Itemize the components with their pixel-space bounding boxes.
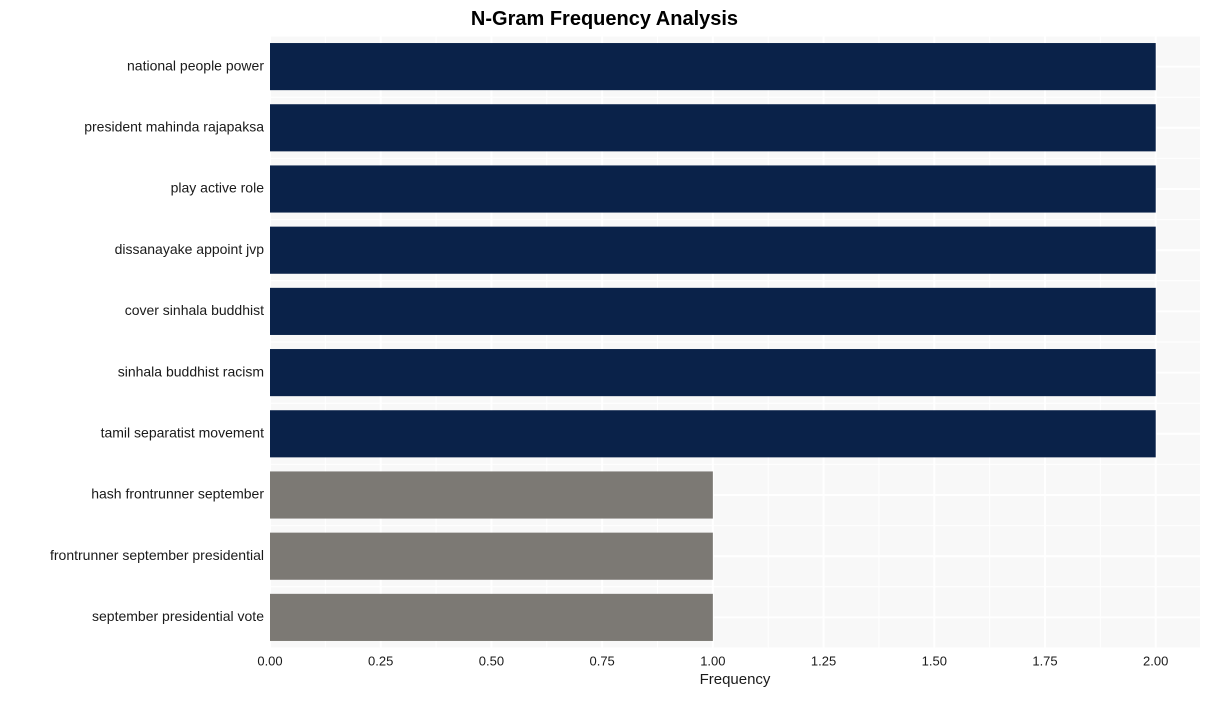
x-axis-title: Frequency: [700, 671, 771, 688]
bar: [270, 227, 1156, 274]
y-category-label: cover sinhala buddhist: [125, 302, 264, 318]
y-category-label: hash frontrunner september: [91, 486, 264, 502]
bar: [270, 165, 1156, 212]
bar: [270, 471, 713, 518]
y-category-label: play active role: [171, 180, 265, 196]
bar: [270, 104, 1156, 151]
y-category-label: sinhala buddhist racism: [118, 363, 264, 379]
y-category-label: president mahinda rajapaksa: [84, 119, 264, 135]
y-category-label: national people power: [127, 57, 264, 73]
y-category-label: frontrunner september presidential: [50, 547, 264, 563]
x-tick-label: 0.75: [589, 654, 614, 669]
bar: [270, 288, 1156, 335]
x-tick-label: 1.50: [922, 654, 947, 669]
y-category-label: september presidential vote: [92, 608, 264, 624]
bar: [270, 533, 713, 580]
x-tick-label: 2.00: [1143, 654, 1168, 669]
y-category-label: tamil separatist movement: [101, 425, 265, 441]
bar: [270, 349, 1156, 396]
x-tick-label: 1.00: [700, 654, 725, 669]
x-tick-label: 0.00: [257, 654, 282, 669]
ngram-chart: N-Gram Frequency Analysis 0.000.250.500.…: [0, 0, 1209, 701]
y-category-label: dissanayake appoint jvp: [115, 241, 265, 257]
x-tick-label: 0.25: [368, 654, 393, 669]
bar: [270, 594, 713, 641]
x-tick-label: 1.75: [1032, 654, 1057, 669]
bar: [270, 410, 1156, 457]
chart-plot: 0.00 0.25 0.50 0.75 1.00 1.25 1.50 1.75 2.00 nati…: [0, 0, 1209, 701]
bar: [270, 43, 1156, 90]
x-tick-label: 0.50: [479, 654, 504, 669]
x-tick-label: 1.25: [811, 654, 836, 669]
